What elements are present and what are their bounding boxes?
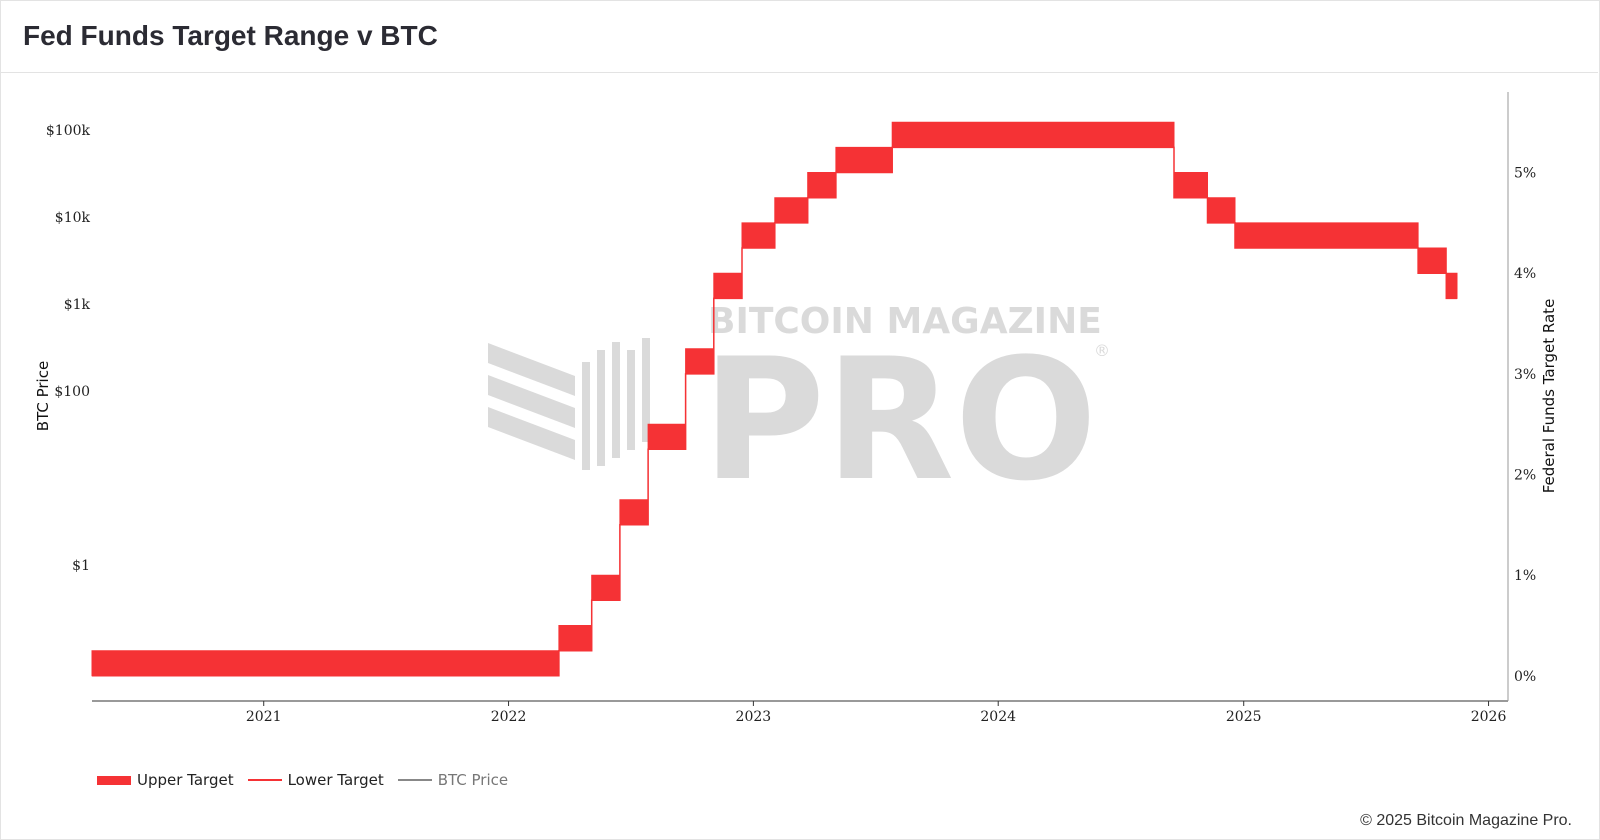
x-tick-label: 2021 — [246, 709, 282, 725]
watermark-main-text: PRO — [702, 322, 1097, 518]
y-right-tick-label: 1% — [1514, 568, 1536, 584]
y-left-tick-label: $1k — [64, 297, 91, 313]
watermark-registered-mark: ® — [1094, 341, 1110, 360]
watermark-logo-icon — [488, 338, 650, 470]
legend: Upper Target Lower Target BTC Price — [97, 770, 508, 790]
x-tick-label: 2023 — [736, 709, 772, 725]
x-tick-label: 2024 — [980, 709, 1016, 725]
y-right-axis-title: Federal Funds Target Rate — [1540, 299, 1558, 494]
watermark-top-text: BITCOIN MAGAZINE — [708, 301, 1102, 342]
legend-item-btc-price[interactable]: BTC Price — [397, 771, 509, 789]
legend-item-lower-target[interactable]: Lower Target — [247, 771, 384, 789]
legend-swatch-upper-icon — [97, 775, 131, 785]
series-layer — [91, 121, 1458, 677]
legend-item-upper-target[interactable]: Upper Target — [97, 771, 234, 789]
y-right-tick-label: 0% — [1514, 669, 1536, 685]
y-left-axis-ticks: $1 $100 $1k $10k $100k — [46, 123, 91, 574]
lower-target-line — [92, 146, 1457, 677]
legend-label-btc: BTC Price — [437, 771, 509, 789]
x-axis-ticks: 2021 2022 2023 2024 2025 2026 — [246, 701, 1507, 725]
legend-swatch-lower-icon — [247, 779, 282, 781]
y-right-tick-label: 5% — [1514, 166, 1536, 182]
x-tick-label: 2025 — [1226, 709, 1262, 725]
legend-label-upper: Upper Target — [137, 771, 234, 789]
y-right-axis-ticks: 0% 1% 2% 3% 4% 5% — [1514, 166, 1536, 685]
y-left-tick-label: $100k — [46, 123, 91, 139]
chart-title: Fed Funds Target Range v BTC — [23, 20, 438, 51]
y-left-axis-title: BTC Price — [34, 361, 52, 431]
y-left-tick-label: $100 — [54, 384, 90, 400]
y-right-tick-label: 2% — [1514, 468, 1536, 484]
y-right-tick-label: 3% — [1514, 367, 1536, 383]
x-tick-label: 2022 — [491, 709, 527, 725]
y-right-tick-label: 4% — [1514, 266, 1536, 282]
copyright-text: © 2025 Bitcoin Magazine Pro. — [1360, 812, 1572, 829]
legend-swatch-btc-icon — [397, 779, 432, 781]
y-left-tick-label: $1 — [72, 558, 90, 574]
watermark: BITCOIN MAGAZINE PRO ® — [488, 301, 1110, 518]
y-left-tick-label: $10k — [55, 210, 91, 226]
chart-header: Fed Funds Target Range v BTC — [0, 0, 1598, 73]
x-tick-label: 2026 — [1471, 709, 1507, 725]
legend-label-lower: Lower Target — [287, 771, 384, 789]
